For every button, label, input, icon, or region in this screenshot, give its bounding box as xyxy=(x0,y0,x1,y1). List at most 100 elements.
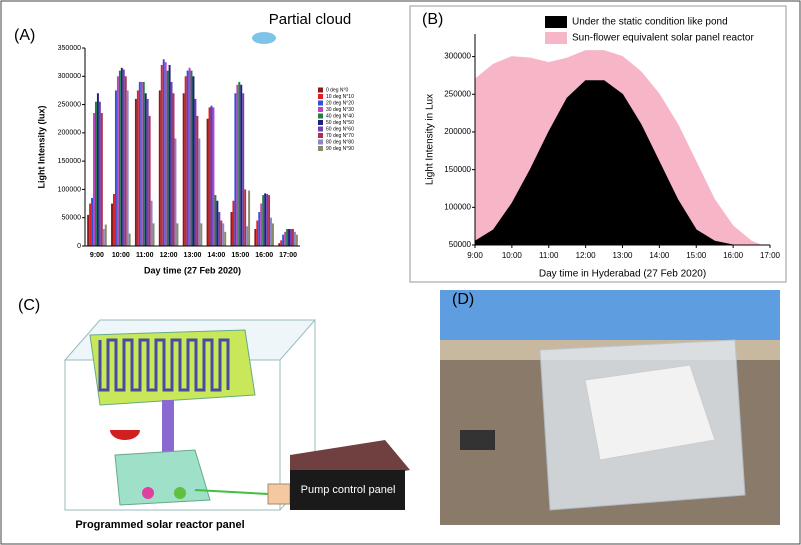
bar xyxy=(198,138,201,246)
pipe-coil xyxy=(98,338,230,392)
legend-label: 40 deg N°40 xyxy=(326,113,354,119)
bar xyxy=(91,197,94,246)
x-tick-label: 12:00 xyxy=(160,252,178,259)
bar xyxy=(206,118,209,246)
x-tick-label: 16:00 xyxy=(723,251,744,260)
bar xyxy=(238,81,241,246)
x-tick-label: 14:00 xyxy=(649,251,670,260)
panel-label: (D) xyxy=(452,291,474,308)
y-tick-label: 100000 xyxy=(444,202,471,211)
bar xyxy=(196,115,199,246)
y-tick-label: 150000 xyxy=(58,158,81,165)
bar xyxy=(100,113,103,246)
legend-swatch xyxy=(318,100,323,106)
bar xyxy=(266,193,269,246)
x-tick-label: 10:00 xyxy=(502,251,523,260)
bar xyxy=(212,107,215,247)
bar xyxy=(174,138,177,246)
x-tick-label: 17:00 xyxy=(760,251,781,260)
y-axis-label: Light Intensity (lux) xyxy=(36,106,46,189)
bar xyxy=(116,76,119,247)
connector xyxy=(267,483,291,505)
x-tick-label: 13:00 xyxy=(184,252,202,259)
bar xyxy=(152,223,155,246)
bar xyxy=(120,67,123,246)
legend-swatch xyxy=(318,87,323,93)
x-tick-label: 11:00 xyxy=(136,252,154,259)
legend-label: 20 deg N°20 xyxy=(326,100,354,106)
legend-swatch xyxy=(318,107,323,112)
bar xyxy=(96,93,99,246)
stand xyxy=(162,400,174,460)
y-tick-label: 0 xyxy=(77,243,81,250)
bar xyxy=(146,98,149,247)
bar xyxy=(188,67,191,246)
bar xyxy=(87,214,90,246)
bar xyxy=(200,223,203,246)
bar xyxy=(134,98,137,247)
chart-title: Partial cloud xyxy=(269,11,352,28)
bar xyxy=(186,70,189,246)
y-tick-label: 50000 xyxy=(449,240,472,249)
legend-swatch xyxy=(318,146,323,151)
valve xyxy=(174,487,186,499)
legend-label: 10 deg N°10 xyxy=(326,94,354,100)
pump-panel xyxy=(290,470,405,510)
bar xyxy=(94,101,97,246)
x-tick-label: 12:00 xyxy=(576,251,597,260)
legend-label: 70 deg N°70 xyxy=(326,133,354,139)
bar xyxy=(93,113,95,246)
x-tick-label: 9:00 xyxy=(90,252,104,259)
pump-label: Pump control panel xyxy=(301,484,396,496)
cloud-icon xyxy=(252,32,276,44)
tube xyxy=(194,489,269,495)
bar xyxy=(272,223,274,246)
y-axis-label: Light Intensity in Lux xyxy=(425,94,436,185)
bar xyxy=(224,231,227,246)
y-tick-label: 250000 xyxy=(444,89,471,98)
legend-label: 30 deg N°30 xyxy=(326,107,354,113)
bar xyxy=(164,62,167,247)
bar xyxy=(280,240,283,246)
bar xyxy=(290,229,292,246)
bar xyxy=(244,189,247,246)
x-tick-label: 13:00 xyxy=(612,251,633,260)
y-tick-label: 300000 xyxy=(58,73,81,80)
legend-swatch xyxy=(318,94,323,99)
bar xyxy=(286,229,289,246)
bar xyxy=(122,69,125,246)
bar xyxy=(282,234,285,246)
x-tick-label: 11:00 xyxy=(539,251,559,260)
legend-label: Sun-flower equivalent solar panel reacto… xyxy=(572,33,754,44)
bar xyxy=(295,234,298,246)
legend-swatch xyxy=(318,139,323,145)
legend-swatch xyxy=(318,133,323,138)
bar xyxy=(112,193,115,246)
bar xyxy=(222,223,225,246)
bar xyxy=(264,193,267,246)
bar xyxy=(148,115,151,246)
bar xyxy=(158,90,161,246)
bar xyxy=(128,233,131,246)
bar xyxy=(104,224,107,246)
bar xyxy=(293,231,296,246)
legend-label: 0 deg N°0 xyxy=(326,87,349,93)
bar xyxy=(168,64,171,246)
bar xyxy=(260,203,263,246)
legend-label: 80 deg N°80 xyxy=(326,139,354,145)
bar xyxy=(240,84,243,247)
base xyxy=(114,449,211,506)
bar xyxy=(192,76,195,247)
bar xyxy=(89,203,92,246)
bar xyxy=(220,220,223,246)
legend-swatch xyxy=(545,32,567,44)
panel-b-box xyxy=(409,5,787,283)
bar xyxy=(284,231,287,246)
bar xyxy=(214,195,217,246)
y-tick-label: 100000 xyxy=(58,186,81,193)
bar xyxy=(210,105,213,247)
x-tick-label: 14:00 xyxy=(207,252,225,259)
legend-swatch xyxy=(545,16,567,28)
reactor-label: Programmed solar reactor panel xyxy=(75,519,244,531)
x-tick-label: 17:00 xyxy=(279,252,297,259)
